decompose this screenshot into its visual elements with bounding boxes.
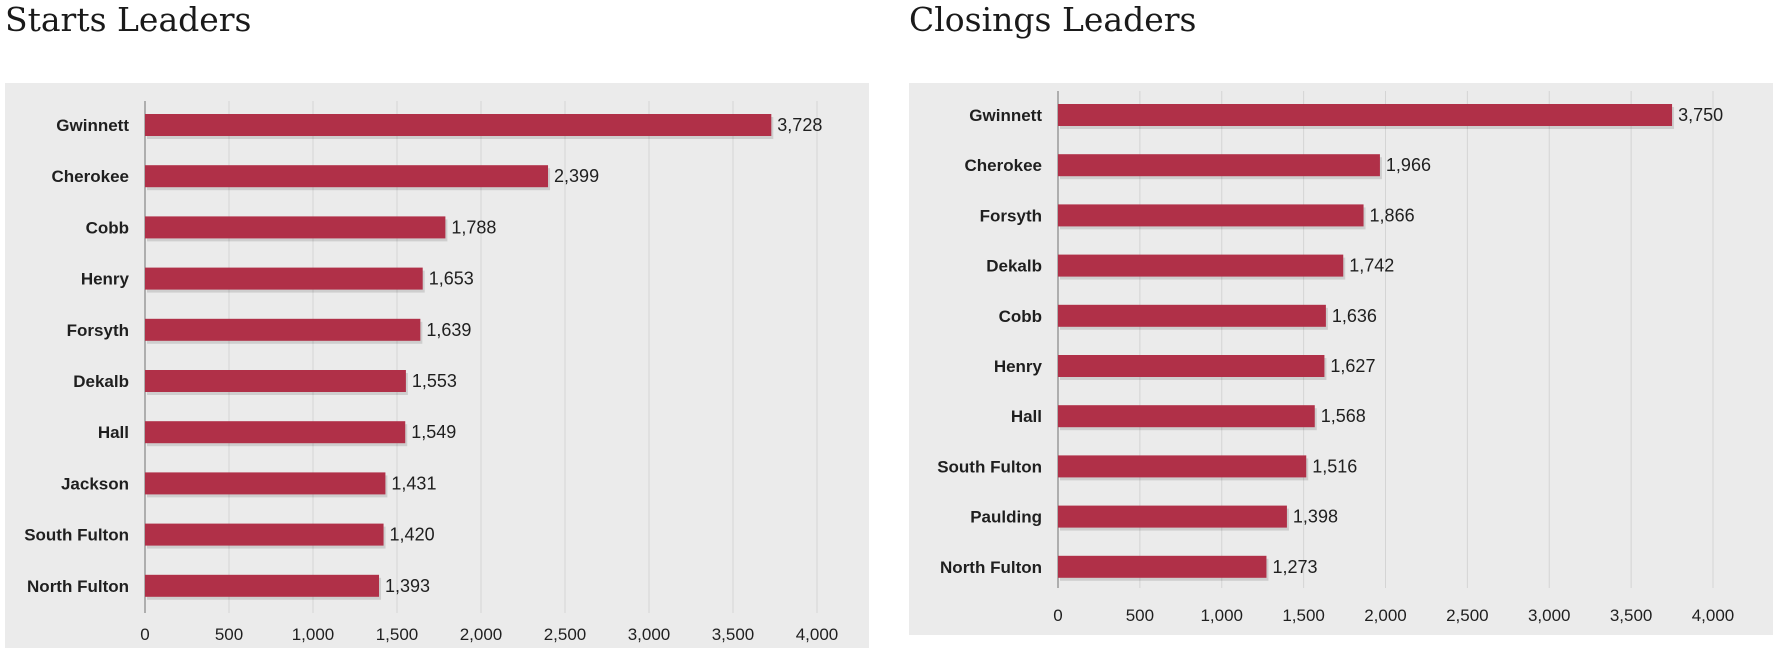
category-label: Jackson xyxy=(61,474,129,493)
bar xyxy=(1058,405,1315,428)
category-label: Dekalb xyxy=(986,257,1042,276)
bar xyxy=(1058,355,1325,377)
value-label: 1,627 xyxy=(1330,356,1375,376)
x-tick-label: 3,500 xyxy=(1610,606,1653,625)
value-label: 1,966 xyxy=(1386,155,1431,175)
bar xyxy=(1058,555,1267,578)
x-tick-label: 500 xyxy=(1126,606,1154,625)
bar xyxy=(1058,254,1344,277)
value-label: 1,431 xyxy=(391,473,436,493)
value-label: 1,273 xyxy=(1272,557,1317,577)
category-label: North Fulton xyxy=(27,577,129,596)
closings-leaders-chart: 0 500 1,000 1,500 2,000 2,500 3,000 3,500 4,000 G… xyxy=(909,83,1773,635)
x-tick-label: 500 xyxy=(215,625,243,644)
bar xyxy=(1058,154,1380,177)
bar xyxy=(145,472,386,495)
category-label: Cherokee xyxy=(965,156,1042,175)
value-label: 1,420 xyxy=(390,525,435,545)
x-tick-label: 1,500 xyxy=(1282,606,1325,625)
category-label: North Fulton xyxy=(940,558,1042,577)
value-label: 1,516 xyxy=(1312,456,1357,476)
category-label: Hall xyxy=(1011,407,1042,426)
x-tick-label: 4,000 xyxy=(796,625,839,644)
value-label: 1,398 xyxy=(1293,507,1338,527)
bar xyxy=(1058,204,1364,227)
value-label: 1,866 xyxy=(1370,205,1415,225)
category-label: South Fulton xyxy=(937,457,1042,476)
value-label: 1,639 xyxy=(426,320,471,340)
bar xyxy=(145,165,549,188)
value-label: 1,549 xyxy=(411,422,456,442)
value-label: 1,568 xyxy=(1321,406,1366,426)
value-label: 3,750 xyxy=(1678,105,1723,125)
starts-leaders-title: Starts Leaders xyxy=(5,0,252,39)
category-label: Paulding xyxy=(970,508,1042,527)
x-tick-label: 2,500 xyxy=(1446,606,1489,625)
bar xyxy=(145,370,406,392)
value-label: 1,553 xyxy=(412,371,457,391)
closings-leaders-title: Closings Leaders xyxy=(909,0,1197,39)
x-tick-label: 3,000 xyxy=(1528,606,1571,625)
bar xyxy=(1058,304,1326,327)
x-tick-label: 2,000 xyxy=(1364,606,1407,625)
x-tick-label: 3,500 xyxy=(712,625,755,644)
x-tick-label: 2,000 xyxy=(460,625,503,644)
category-label: Dekalb xyxy=(73,372,129,391)
bar xyxy=(1058,505,1287,528)
value-label: 1,653 xyxy=(429,269,474,289)
x-tick-label: 3,000 xyxy=(628,625,671,644)
x-tick-label: 1,000 xyxy=(1200,606,1243,625)
bar xyxy=(145,574,380,597)
bar xyxy=(1058,455,1307,478)
bar xyxy=(145,216,446,239)
category-label: Gwinnett xyxy=(969,106,1042,125)
category-label: Gwinnett xyxy=(56,116,129,135)
bar xyxy=(1058,104,1673,126)
x-tick-label: 0 xyxy=(140,625,149,644)
category-label: Henry xyxy=(994,357,1043,376)
category-label: Hall xyxy=(98,423,129,442)
x-tick-label: 4,000 xyxy=(1692,606,1735,625)
category-label: South Fulton xyxy=(24,526,129,545)
category-label: Forsyth xyxy=(67,321,129,340)
starts-leaders-chart: 0 500 1,000 1,500 2,000 2,500 3,000 3,500 4,000 G… xyxy=(5,83,869,648)
value-label: 1,788 xyxy=(451,217,496,237)
x-tick-label: 1,500 xyxy=(376,625,419,644)
bar xyxy=(145,318,421,341)
value-label: 3,728 xyxy=(777,115,822,135)
category-label: Cobb xyxy=(999,307,1042,326)
value-label: 1,742 xyxy=(1349,256,1394,276)
bar xyxy=(145,421,406,444)
value-label: 2,399 xyxy=(554,166,599,186)
x-tick-label: 0 xyxy=(1053,606,1062,625)
x-tick-label: 1,000 xyxy=(292,625,335,644)
bar xyxy=(145,114,772,136)
bar xyxy=(145,267,423,290)
category-label: Cherokee xyxy=(52,167,129,186)
value-label: 1,636 xyxy=(1332,306,1377,326)
value-label: 1,393 xyxy=(385,576,430,596)
category-label: Forsyth xyxy=(980,206,1042,225)
category-label: Cobb xyxy=(86,218,129,237)
category-label: Henry xyxy=(81,270,130,289)
x-tick-label: 2,500 xyxy=(544,625,587,644)
bar xyxy=(145,523,384,546)
